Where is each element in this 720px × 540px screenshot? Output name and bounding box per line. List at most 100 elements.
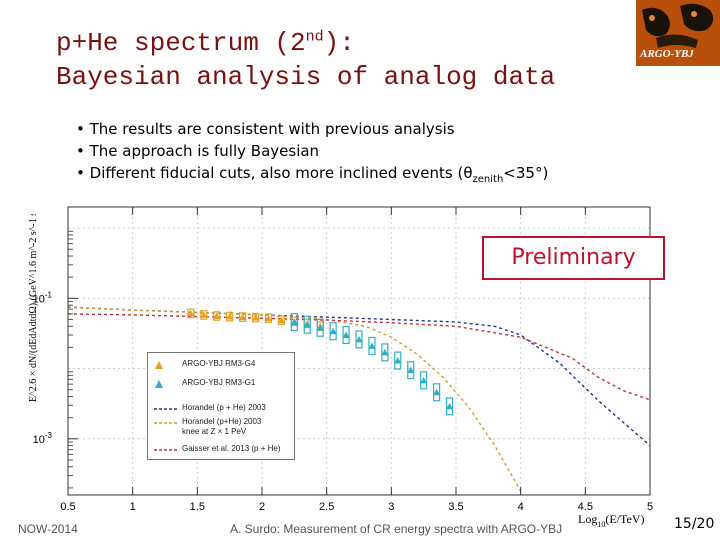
error-box xyxy=(187,308,195,319)
slide-title: p+He spectrum (2nd): Bayesian analysis o… xyxy=(56,26,555,94)
error-box xyxy=(200,310,208,320)
logo-text: ARGO-YBJ xyxy=(640,48,694,60)
title-line-1-end: ): xyxy=(323,28,355,58)
error-box xyxy=(213,311,221,321)
error-box xyxy=(381,343,389,362)
title-line-1: p+He spectrum (2nd): xyxy=(56,26,555,60)
title-line-2: Bayesian analysis of analog data xyxy=(56,62,556,92)
data-point xyxy=(252,314,260,321)
x-tick-label: 2.5 xyxy=(319,501,334,513)
data-point xyxy=(290,318,298,326)
bullet-subscript: zenith xyxy=(472,174,504,185)
error-box xyxy=(355,330,363,349)
error-box xyxy=(290,312,298,332)
data-point xyxy=(407,366,415,374)
legend-item: ARGO-YBJ RM3-G4 xyxy=(148,359,294,371)
y-tick-label: 10-3 xyxy=(33,431,53,446)
legend-label: ARGO-YBJ RM3-G1 xyxy=(182,378,256,387)
y-axis-label-text: E^2.6 × dN/(dEdAdtdΩ) (GeV^1.6 m^-2 s^-1… xyxy=(28,214,39,402)
footer-left: NOW-2014 xyxy=(18,522,78,536)
dashed-line-icon xyxy=(154,449,178,451)
x-tick-label: 5 xyxy=(647,501,653,513)
model-curve xyxy=(67,313,651,401)
error-box xyxy=(368,336,376,355)
data-point xyxy=(187,309,195,317)
error-box xyxy=(251,312,260,323)
bullet-list: • The results are consistent with previo… xyxy=(76,118,549,185)
x-tick-label: 3.5 xyxy=(448,501,463,513)
preliminary-label: Preliminary xyxy=(482,236,665,280)
model-curve xyxy=(67,306,522,492)
argo-ybj-logo: ARGO-YBJ xyxy=(636,0,720,66)
data-point xyxy=(303,321,311,328)
triangle-marker-icon xyxy=(155,361,163,369)
bullet-text: Different fiducial cuts, also more incli… xyxy=(89,164,473,182)
data-point xyxy=(316,324,324,331)
bullet-marker: • xyxy=(76,164,85,182)
model-curves xyxy=(67,306,651,492)
footer-center: A. Surdo: Measurement of CR energy spect… xyxy=(230,522,563,536)
x-axis-label: Log10(E/TeV) xyxy=(578,512,644,529)
data-point xyxy=(213,312,221,320)
x-tick-label: 1 xyxy=(130,501,136,513)
dashed-line-icon xyxy=(154,408,178,410)
bullet-item-3: • Different fiducial cuts, also more inc… xyxy=(76,162,549,185)
plot-frame xyxy=(67,206,651,496)
bullet-text-end: <35°) xyxy=(503,164,549,182)
error-box xyxy=(277,315,285,325)
legend-label: Horandel (p+He) 2003 knee at Z × 1 PeV xyxy=(182,417,262,436)
x-tick-label: 0.5 xyxy=(60,501,75,513)
bullet-item-2: • The approach is fully Bayesian xyxy=(76,140,548,162)
page-number: 15/20 xyxy=(674,516,715,532)
error-box xyxy=(239,312,247,322)
error-box xyxy=(329,322,337,341)
error-box xyxy=(407,361,415,380)
error-box xyxy=(433,383,441,402)
bullet-item-1: • The results are consistent with previo… xyxy=(76,118,548,140)
triangle-marker-icon xyxy=(155,380,163,388)
bullet-text: The approach is fully Bayesian xyxy=(89,142,320,160)
legend-label: ARGO-YBJ RM3-G4 xyxy=(182,359,256,368)
x-tick-label: 4 xyxy=(518,501,524,513)
data-point xyxy=(446,402,454,410)
title-superscript: nd xyxy=(305,28,324,46)
error-box xyxy=(342,326,350,345)
data-point xyxy=(368,342,376,349)
bullet-text: The results are consistent with previous… xyxy=(89,120,455,138)
legend-item: Horandel (p+He) 2003 knee at Z × 1 PeV xyxy=(148,417,294,436)
error-box xyxy=(226,311,234,322)
x-tick-label: 4.5 xyxy=(578,501,593,513)
error-box xyxy=(445,397,454,416)
data-point xyxy=(200,311,208,318)
data-point xyxy=(342,331,350,339)
x-tick-label: 1.5 xyxy=(190,501,205,513)
data-point xyxy=(381,348,389,356)
data-points xyxy=(187,308,454,416)
legend-item: ARGO-YBJ RM3-G1 xyxy=(148,378,294,390)
bullet-marker: • xyxy=(76,142,85,160)
dashed-line-icon xyxy=(154,422,178,424)
data-point xyxy=(226,313,234,320)
data-point xyxy=(433,388,441,396)
data-point xyxy=(264,314,272,322)
data-point xyxy=(355,335,363,343)
error-box xyxy=(316,318,324,337)
logo-art-icon xyxy=(636,0,720,66)
legend-item: Horandel (p + He) 2003 xyxy=(148,403,294,415)
model-curve xyxy=(67,306,651,447)
x-tick-label: 3 xyxy=(388,501,394,513)
error-box xyxy=(394,351,402,370)
error-box xyxy=(420,371,428,390)
error-box xyxy=(303,315,311,334)
legend-item: Gaisser et al. 2013 (p + He) xyxy=(148,444,294,456)
bullet-marker: • xyxy=(76,120,85,138)
error-box xyxy=(264,313,273,324)
y-axis-label: E^2.6 × dN/(dEdAdtdΩ) (GeV^1.6 m^-2 s^-1… xyxy=(20,192,42,404)
legend-label: Horandel (p + He) 2003 xyxy=(182,403,266,412)
data-point xyxy=(277,316,285,324)
legend-label: Gaisser et al. 2013 (p + He) xyxy=(182,444,281,453)
data-point xyxy=(420,376,428,384)
x-tick-label: 2 xyxy=(259,501,265,513)
chart-legend: ARGO-YBJ RM3-G4 ARGO-YBJ RM3-G1 Horandel (… xyxy=(147,352,295,460)
